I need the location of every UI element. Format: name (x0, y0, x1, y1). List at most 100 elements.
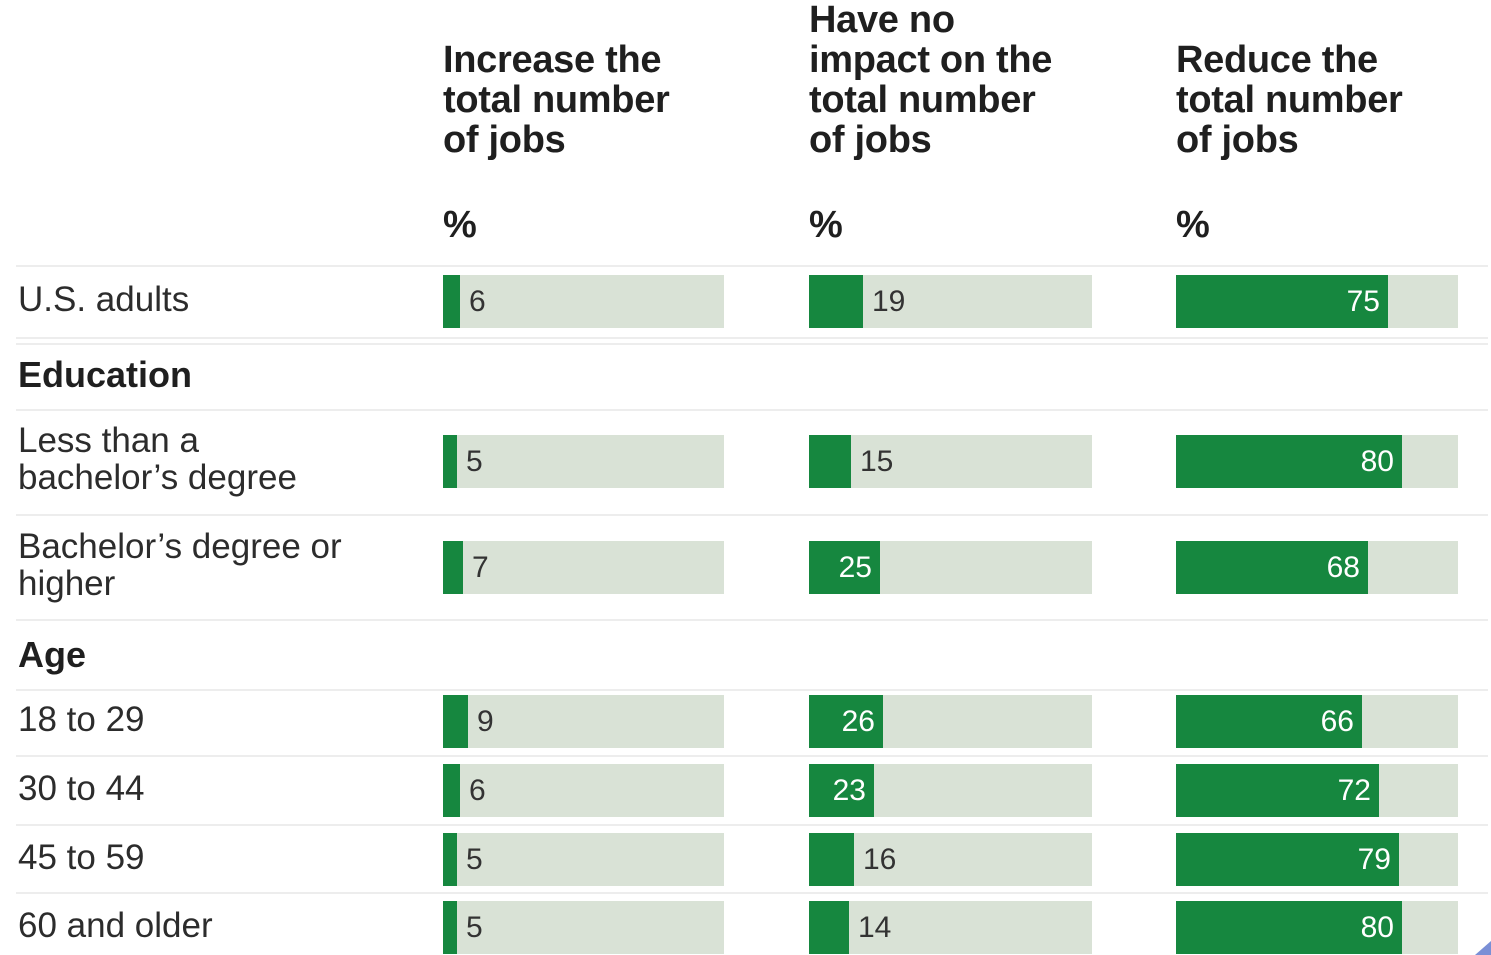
row-separator (16, 265, 1488, 267)
bar (443, 763, 460, 817)
data-label: 6 (469, 285, 486, 318)
row-label: Bachelor’s degree or higher (18, 528, 342, 602)
row-separator (16, 337, 1488, 339)
data-label: 15 (860, 444, 894, 478)
bar-track: 79 (1176, 832, 1458, 886)
bar-track: 15 (809, 434, 1092, 488)
bar (443, 694, 468, 748)
bar (809, 900, 849, 954)
data-label: 72 (1337, 773, 1371, 807)
bar-track: 80 (1176, 900, 1458, 954)
row-label-line: 60 and older (18, 905, 213, 945)
unit-label: % (1176, 204, 1210, 246)
data-label: 23 (832, 773, 866, 807)
bar (443, 900, 457, 954)
column-header-line: total number (1176, 79, 1403, 121)
bar (443, 832, 457, 886)
bar (809, 763, 874, 817)
data-label: 66 (1320, 704, 1354, 738)
data-label: 26 (841, 704, 875, 738)
group-label: Age (18, 634, 87, 675)
data-label: 79 (1357, 842, 1391, 876)
bar-track: 23 (809, 763, 1092, 817)
data-label: 25 (838, 550, 872, 584)
row-label: U.S. adults (18, 281, 189, 318)
row-label-line: bachelor’s degree (18, 458, 297, 497)
data-label: 5 (466, 910, 483, 944)
data-label: 68 (1326, 550, 1360, 584)
column-header-line: of jobs (443, 119, 566, 161)
bar-track: 68 (1176, 540, 1458, 594)
data-label: 5 (466, 842, 483, 876)
unit-label: % (443, 204, 477, 246)
data-label: 80 (1360, 444, 1394, 478)
bar (443, 275, 460, 328)
bar-track: 14 (809, 900, 1092, 954)
data-label: 80 (1360, 910, 1394, 944)
row-separator (16, 343, 1488, 345)
column-header-line: total number (809, 79, 1036, 121)
row-separator (16, 824, 1488, 826)
corner-mark (1475, 941, 1491, 955)
bar-track: 16 (809, 832, 1092, 886)
row-separator (16, 755, 1488, 757)
row-label-line: 18 to 29 (18, 699, 145, 739)
column-header-line: Increase the (443, 39, 662, 81)
data-label: 6 (469, 773, 486, 807)
row-label: 45 to 59 (18, 839, 145, 876)
data-label: 5 (466, 444, 483, 478)
bar-track: 25 (809, 540, 1092, 594)
bar (1176, 434, 1402, 488)
data-label: 9 (477, 704, 494, 738)
row-label: 60 and older (18, 907, 213, 944)
bar-track: 5 (443, 900, 724, 954)
row-separator (16, 409, 1488, 411)
bar (809, 434, 851, 488)
bar-track: 80 (1176, 434, 1458, 488)
column-header-line: Have no (809, 0, 955, 41)
row-label: 30 to 44 (18, 770, 145, 807)
bar (809, 832, 854, 886)
column-header-line: total number (443, 79, 670, 121)
bar (1176, 900, 1402, 954)
bar-track: 26 (809, 694, 1092, 748)
data-label: 7 (472, 550, 489, 584)
bar (809, 275, 863, 328)
row-label-line: Less than a (18, 421, 199, 460)
row-separator (16, 689, 1488, 691)
column-header-line: of jobs (809, 119, 932, 161)
row-label-line: 45 to 59 (18, 837, 145, 877)
column-header-line: Reduce the (1176, 39, 1378, 81)
bar (1176, 832, 1399, 886)
row-label-line: 30 to 44 (18, 768, 145, 808)
bar-track: 7 (443, 540, 724, 594)
row-separator (16, 619, 1488, 621)
data-label: 75 (1346, 285, 1380, 318)
bar (1176, 694, 1362, 748)
bar-track: 9 (443, 694, 724, 748)
data-label: 14 (858, 910, 892, 944)
row-label-line: Bachelor’s degree or (18, 527, 342, 566)
bar-track: 72 (1176, 763, 1458, 817)
row-label-line: U.S. adults (18, 280, 190, 319)
data-label: 16 (863, 842, 897, 876)
unit-label: % (809, 204, 843, 246)
bar (1176, 275, 1388, 328)
row-label-line: higher (18, 564, 116, 603)
column-header: Have no impact on the total number of jobs (809, 0, 1052, 160)
bar-track: 5 (443, 434, 724, 488)
column-header-line: of jobs (1176, 119, 1299, 161)
bar-track: 19 (809, 275, 1092, 328)
bar (809, 694, 883, 748)
bar-track: 66 (1176, 694, 1458, 748)
column-header-line: impact on the (809, 39, 1053, 81)
bar (443, 540, 463, 594)
column-header: Increase the total number of jobs (443, 40, 670, 160)
bar (809, 540, 880, 594)
bar-track: 6 (443, 763, 724, 817)
bar (1176, 540, 1368, 594)
row-separator (16, 892, 1488, 894)
row-label: Less than a bachelor’s degree (18, 422, 297, 496)
group-label: Education (18, 354, 193, 395)
row-separator (16, 514, 1488, 516)
